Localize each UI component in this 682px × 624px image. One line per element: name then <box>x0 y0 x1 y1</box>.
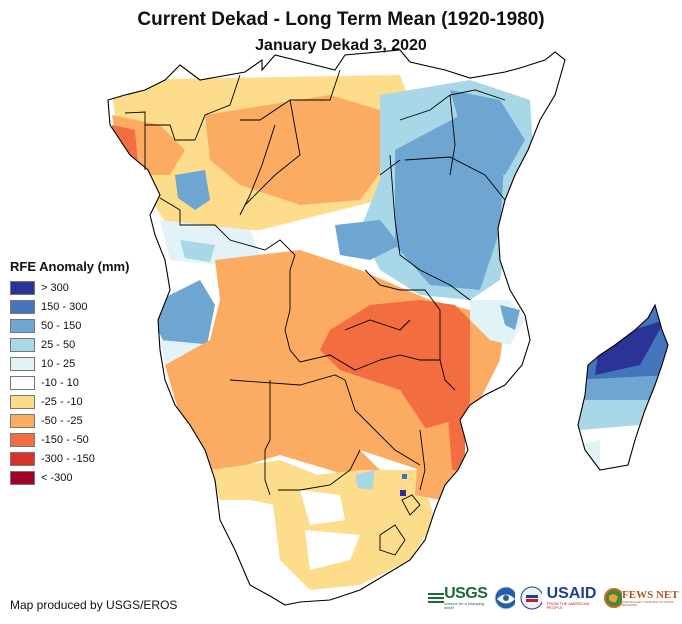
legend-item: -150 - -50 <box>10 430 129 449</box>
fews-name: FEWS NET <box>622 588 679 601</box>
legend-item: -300 - -150 <box>10 449 129 468</box>
agency-logos: USGS science for a changing world USAID … <box>428 586 682 610</box>
legend-item: 150 - 300 <box>10 297 129 316</box>
legend-label: -300 - -150 <box>41 452 95 465</box>
legend-item: > 300 <box>10 278 129 297</box>
fews-globe-icon <box>604 588 623 608</box>
noaa-logo-icon <box>494 586 516 610</box>
legend-swatch <box>10 318 35 333</box>
mainland-anomaly-field <box>108 50 565 605</box>
legend-swatch <box>10 470 35 485</box>
legend-item: -50 - -25 <box>10 411 129 430</box>
legend-item: < -300 <box>10 468 129 487</box>
usgs-wave-icon <box>428 593 445 603</box>
usaid-tagline: FROM THE AMERICAN PEOPLE <box>546 601 590 610</box>
usaid-logo: USAID FROM THE AMERICAN PEOPLE <box>547 586 600 610</box>
usgs-name: USGS <box>444 585 488 602</box>
legend-label: -50 - -25 <box>41 414 83 427</box>
legend-title: RFE Anomaly (mm) <box>10 259 130 274</box>
usgs-logo: USGS science for a changing world <box>428 586 489 610</box>
legend-label: < -300 <box>41 471 73 484</box>
legend-item: -10 - 10 <box>10 373 129 392</box>
legend-label: > 300 <box>41 281 69 294</box>
country-borders <box>124 69 506 556</box>
legend-swatch <box>10 432 35 447</box>
legend-item: 10 - 25 <box>10 354 129 373</box>
usaid-seal-icon <box>520 586 542 610</box>
legend-label: -150 - -50 <box>41 433 89 446</box>
map-title: Current Dekad - Long Term Mean (1920-198… <box>137 9 545 30</box>
legend-swatch <box>10 451 35 466</box>
legend-swatch <box>10 394 35 409</box>
usaid-name: USAID <box>546 585 597 602</box>
legend-item: 25 - 50 <box>10 335 129 354</box>
legend-label: 50 - 150 <box>41 319 82 332</box>
legend-label: 25 - 50 <box>41 338 76 351</box>
fews-tagline: FAMINE EARLY WARNING SYSTEMS NETWORK <box>622 599 674 607</box>
legend-label: -25 - -10 <box>41 395 83 408</box>
legend-item: 50 - 150 <box>10 316 129 335</box>
legend-swatch <box>10 337 35 352</box>
legend-swatch <box>10 413 35 428</box>
legend-label: 150 - 300 <box>41 300 88 313</box>
credit-text: Map produced by USGS/EROS <box>10 598 178 612</box>
coastlines <box>107 49 669 606</box>
legend-label: 10 - 25 <box>41 357 76 370</box>
usgs-tagline: science for a changing world <box>444 601 485 610</box>
legend-swatch <box>10 375 35 390</box>
map-subtitle: January Dekad 3, 2020 <box>255 37 427 54</box>
legend-swatch <box>10 299 35 314</box>
legend: RFE Anomaly (mm) > 300 150 - 300 50 - 150 2… <box>10 259 129 487</box>
legend-item: -25 - -10 <box>10 392 129 411</box>
legend-swatch <box>10 356 35 371</box>
legend-swatch <box>10 280 35 295</box>
legend-label: -10 - 10 <box>41 376 79 389</box>
fews-net-logo: FEWS NET FAMINE EARLY WARNING SYSTEMS NE… <box>604 588 682 608</box>
